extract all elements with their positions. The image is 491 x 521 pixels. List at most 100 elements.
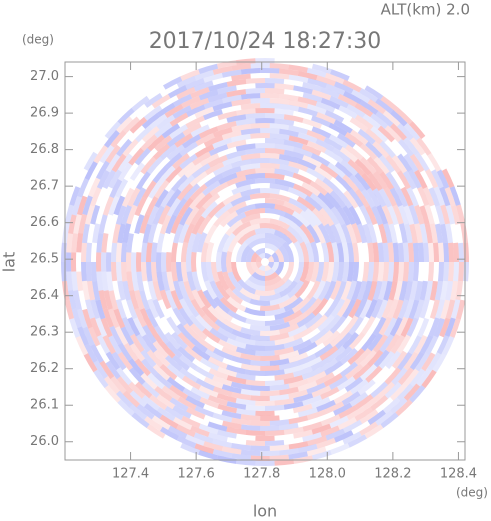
field-cell (177, 396, 197, 411)
field-cell (76, 308, 88, 329)
field-cell (209, 327, 229, 343)
field-cell (176, 75, 197, 89)
subtitle: ALT(km) 2.0 (381, 1, 470, 19)
field-cell (116, 242, 123, 262)
field-cell (260, 68, 280, 74)
field-cell (403, 351, 419, 371)
field-cell (208, 82, 228, 92)
field-cell (77, 178, 90, 198)
field-cell (249, 324, 271, 331)
y-tick-label: 26.0 (30, 434, 59, 449)
field-cell (265, 275, 282, 286)
field-cell (145, 196, 159, 216)
field-cell (102, 335, 116, 355)
field-cell (310, 262, 319, 283)
field-cell (208, 154, 228, 168)
field-cell (342, 205, 356, 225)
field-cell (147, 223, 158, 244)
field-cell (255, 108, 275, 114)
field-cell (334, 430, 354, 443)
field-cell (105, 252, 112, 272)
field-cell (144, 92, 163, 108)
field-cell (201, 305, 218, 323)
field-cell (215, 251, 222, 273)
field-cell (316, 75, 336, 87)
field-cell (105, 351, 121, 371)
field-cell (259, 292, 282, 301)
field-cell (265, 88, 285, 95)
field-cell (419, 280, 428, 301)
field-cell (166, 131, 186, 148)
field-cell (271, 252, 279, 262)
field-cell (265, 113, 285, 120)
field-cell (400, 186, 414, 207)
field-cell (244, 208, 265, 217)
x-tick-label: 128.2 (374, 467, 411, 482)
field-cell (378, 350, 395, 370)
field-cell (439, 186, 451, 207)
field-cell (416, 137, 432, 156)
field-cell (297, 407, 318, 418)
field-cell (214, 319, 234, 334)
field-cell (307, 78, 328, 89)
field-cell (245, 173, 265, 181)
field-cell (100, 252, 107, 272)
field-cell (274, 398, 295, 406)
field-cell (237, 279, 257, 295)
field-cell (393, 280, 403, 301)
field-cell (260, 153, 280, 159)
field-cell (178, 223, 190, 244)
field-cell (211, 262, 220, 283)
field-cell (445, 299, 456, 320)
field-cell (166, 144, 185, 161)
field-cell (152, 340, 169, 359)
field-cell (240, 103, 261, 110)
field-cell (191, 345, 211, 361)
field-cell (324, 360, 344, 376)
field-cell (165, 289, 178, 310)
field-cell (297, 158, 317, 171)
field-cell (265, 343, 285, 351)
field-cell (131, 95, 150, 112)
field-cell (144, 416, 163, 432)
field-cell (265, 148, 285, 155)
field-cell (288, 441, 309, 450)
field-cell (317, 280, 331, 301)
field-cell (385, 171, 400, 191)
field-cell (354, 102, 374, 118)
field-cell (240, 414, 261, 421)
field-cell (293, 429, 313, 439)
field-cell (116, 367, 132, 386)
field-cell (82, 195, 93, 216)
field-cell (359, 88, 379, 103)
field-cell (383, 317, 398, 337)
field-cell (245, 369, 265, 376)
field-cell (171, 153, 190, 170)
field-cell (230, 381, 251, 391)
field-cell (336, 190, 353, 209)
field-cell (288, 389, 308, 399)
field-cell (114, 178, 129, 198)
x-tick-label: 127.8 (243, 467, 280, 482)
field-cell (346, 262, 354, 282)
field-cell (279, 226, 298, 244)
field-cell (159, 143, 178, 161)
field-cell (217, 429, 237, 439)
field-cell (173, 223, 184, 244)
field-cell (287, 280, 304, 299)
field-cell (445, 223, 453, 244)
field-cell (140, 372, 158, 390)
field-cell (235, 178, 256, 189)
field-cell (240, 424, 261, 431)
field-cell (131, 271, 140, 292)
field-cell (379, 171, 395, 190)
field-cell (398, 204, 409, 225)
field-cell (389, 317, 403, 337)
field-cell (204, 161, 225, 176)
field-cell (194, 144, 215, 158)
field-cell (299, 210, 317, 228)
field-cell (445, 280, 453, 301)
field-cell (421, 352, 436, 372)
field-cell (181, 262, 189, 283)
field-cell (207, 421, 228, 432)
